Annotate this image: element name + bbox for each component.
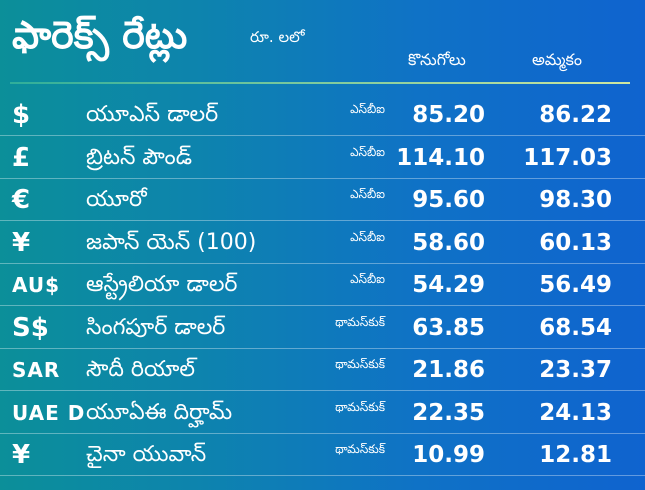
currency-name: యూరో [86,187,147,212]
source-bank: థామస్‌కుక్ [335,357,385,371]
currency-name: సౌదీ రియాల్ [86,357,195,382]
row-divider [0,220,645,221]
buy-rate: 58.60 [412,229,485,256]
currency-symbol: £ [12,142,31,173]
buy-rate: 85.20 [412,102,485,128]
sell-column-header: అమ్మకం [532,50,582,69]
row-divider [0,390,645,391]
currency-name: జపాన్ యెన్ (100) [86,229,257,255]
currency-symbol: $ [12,100,31,130]
row-divider [0,177,645,179]
rate-row: ¥ జపాన్ యెన్ (100) ఎస్‌బీఐ 58.60 60.13 [0,222,645,264]
row-divider [0,475,645,476]
buy-rate: 54.29 [412,272,485,298]
rate-row: £ బ్రిటన్ పౌండ్ ఎస్‌బీఐ 114.10 117.03 [0,137,645,179]
currency-symbol: AU$ [12,273,61,297]
source-bank: ఎస్‌బీఐ [350,187,385,201]
buy-rate: 114.10 [396,144,485,171]
rate-row: $ యూఎస్ డాలర్ ఎస్‌బీఐ 85.20 86.22 [0,94,645,136]
rate-row: S$ సింగపూర్ డాలర్ థామస్‌కుక్ 63.85 68.54 [0,307,645,349]
currency-name: ఆస్ట్రేలియా డాలర్ [86,272,238,297]
currency-symbol: S$ [12,312,49,343]
row-divider [0,347,645,349]
currency-symbol: ¥ [12,440,31,470]
sell-rate: 12.81 [539,442,612,468]
source-bank: థామస్‌కుక్ [335,314,385,329]
currency-name: బ్రిటన్ పౌండ్ [86,144,192,170]
sell-rate: 117.03 [523,144,612,171]
rate-row: AU$ ఆస్ట్రేలియా డాలర్ ఎస్‌బీఐ 54.29 56.49 [0,264,645,306]
sell-rate: 86.22 [539,102,612,128]
rate-row: € యూరో ఎస్‌బీఐ 95.60 98.30 [0,179,645,221]
source-bank: ఎస్‌బీఐ [350,144,385,159]
buy-column-header: కొనుగోలు [408,50,466,69]
row-divider [0,262,645,264]
currency-name: సింగపూర్ డాలర్ [86,314,226,340]
buy-rate: 95.60 [412,187,485,213]
currency-symbol: SAR [12,358,61,382]
buy-rate: 22.35 [412,399,485,426]
sell-rate: 60.13 [539,229,612,256]
sell-rate: 98.30 [539,187,612,213]
rate-row: ¥ చైనా యువాన్ థామస్‌కుక్ 10.99 12.81 [0,434,645,476]
currency-symbol: € [12,185,31,215]
row-divider [0,305,645,306]
buy-rate: 10.99 [412,442,485,468]
source-bank: థామస్‌కుక్ [335,399,385,414]
currency-name: యూఎస్ డాలర్ [86,102,219,127]
currency-name: యూఏఈ దిర్హామ్ [86,399,233,425]
source-bank: ఎస్‌బీఐ [350,102,385,116]
source-bank: థామస్‌కుక్ [335,442,385,456]
source-bank: ఎస్‌బీఐ [350,229,385,244]
sell-rate: 68.54 [539,314,612,341]
unit-label: రూ. లలో [250,28,305,46]
source-bank: ఎస్‌బీఐ [350,272,385,286]
sell-rate: 24.13 [539,399,612,426]
currency-symbol: UAE D [12,400,86,425]
row-divider [0,432,645,434]
header-divider [10,82,630,84]
currency-symbol: ¥ [12,227,31,258]
sell-rate: 56.49 [539,272,612,298]
rate-row: SAR సౌదీ రియాల్ థామస్‌కుక్ 21.86 23.37 [0,349,645,391]
buy-rate: 63.85 [412,314,485,341]
sell-rate: 23.37 [539,357,612,383]
row-divider [0,135,645,136]
buy-rate: 21.86 [412,357,485,383]
currency-name: చైనా యువాన్ [86,442,207,467]
page-title: ఫారెక్స్ రేట్లు [12,13,188,57]
rate-row: UAE D యూఏఈ దిర్హామ్ థామస్‌కుక్ 22.35 24.13 [0,392,645,434]
